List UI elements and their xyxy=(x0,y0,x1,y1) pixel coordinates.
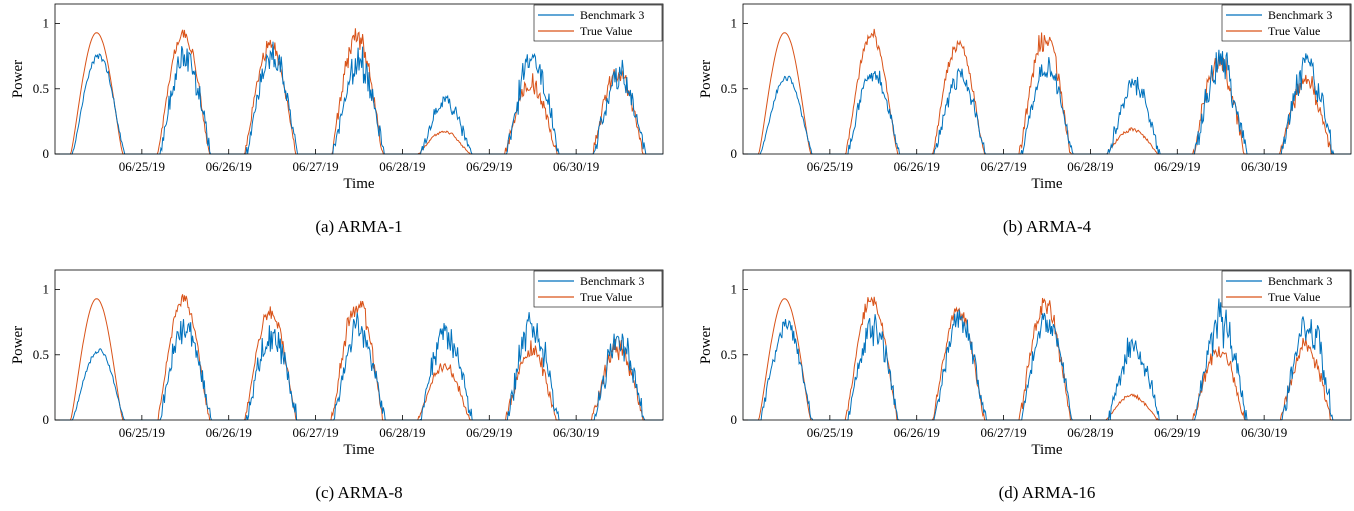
plot-frame xyxy=(742,269,1352,421)
legend-label-true-value: True Value xyxy=(1268,24,1320,38)
y-tick-label: 1 xyxy=(731,16,738,31)
legend: Benchmark 3 True Value xyxy=(533,4,663,42)
series-line-true-value xyxy=(55,294,663,421)
series-line-benchmark-3 xyxy=(55,41,663,155)
chart-panel-1: 0 0.5 1 06/25/19 06/26/19 06/27/19 06/28/19 06/… xyxy=(10,3,664,236)
y-tick-label: 1 xyxy=(43,282,50,297)
y-tick-label: 1 xyxy=(731,282,738,297)
series-line-benchmark-3 xyxy=(743,298,1351,421)
y-tick-label: 1 xyxy=(43,16,50,31)
y-axis-label: Power xyxy=(10,326,26,364)
y-tick-label: 0.5 xyxy=(721,347,737,362)
legend-label-true-value: True Value xyxy=(1268,290,1320,304)
panel-caption: (a) ARMA-1 xyxy=(315,217,402,236)
x-axis-label: Time xyxy=(1031,442,1062,458)
legend-label-true-value: True Value xyxy=(580,24,632,38)
x-tick-label: 06/27/19 xyxy=(980,159,1026,174)
legend-label-benchmark-3: Benchmark 3 xyxy=(580,8,644,22)
y-tick-label: 0.5 xyxy=(33,81,49,96)
x-tick-label: 06/27/19 xyxy=(292,159,338,174)
plot-frame xyxy=(54,269,664,421)
x-tick-label: 06/25/19 xyxy=(807,425,853,440)
legend: Benchmark 3 True Value xyxy=(1221,4,1351,42)
x-tick-label: 06/25/19 xyxy=(807,159,853,174)
plot-frame xyxy=(742,3,1352,155)
legend-label-benchmark-3: Benchmark 3 xyxy=(1268,274,1332,288)
x-tick-label: 06/26/19 xyxy=(894,425,940,440)
plot-frame xyxy=(54,3,664,155)
y-tick-label: 0.5 xyxy=(33,347,49,362)
series-line-true-value xyxy=(743,296,1351,421)
series-line-true-value xyxy=(55,28,663,155)
y-tick-label: 0 xyxy=(43,146,50,161)
series-line-true-value xyxy=(743,28,1351,155)
x-tick-label: 06/28/19 xyxy=(379,159,425,174)
x-tick-label: 06/29/19 xyxy=(466,159,512,174)
x-tick-label: 06/28/19 xyxy=(1067,425,1113,440)
series-line-benchmark-3 xyxy=(743,49,1351,155)
x-tick-label: 06/25/19 xyxy=(119,425,165,440)
chart-panel-3: 0 0.5 1 06/25/19 06/26/19 06/27/19 06/28/19 06/… xyxy=(10,269,664,502)
x-axis-label: Time xyxy=(1031,176,1062,192)
legend-box xyxy=(1221,270,1351,308)
x-tick-label: 06/26/19 xyxy=(206,425,252,440)
x-tick-label: 06/30/19 xyxy=(1241,425,1287,440)
legend-label-benchmark-3: Benchmark 3 xyxy=(1268,8,1332,22)
x-tick-label: 06/27/19 xyxy=(980,425,1026,440)
chart-panel-4: 0 0.5 1 06/25/19 06/26/19 06/27/19 06/28/19 06/… xyxy=(698,269,1352,502)
x-tick-label: 06/30/19 xyxy=(553,159,599,174)
y-tick-label: 0 xyxy=(43,412,50,427)
legend-box xyxy=(533,270,663,308)
panel-caption: (b) ARMA-4 xyxy=(1003,217,1092,236)
y-axis-label: Power xyxy=(698,326,714,364)
x-tick-label: 06/28/19 xyxy=(379,425,425,440)
panel-caption: (d) ARMA-16 xyxy=(999,483,1096,502)
legend-box xyxy=(1221,4,1351,42)
chart-panel-2: 0 0.5 1 06/25/19 06/26/19 06/27/19 06/28/19 06/… xyxy=(698,3,1352,236)
series-line-benchmark-3 xyxy=(55,312,663,421)
x-axis-label: Time xyxy=(343,176,374,192)
x-tick-label: 06/28/19 xyxy=(1067,159,1113,174)
x-tick-label: 06/27/19 xyxy=(292,425,338,440)
y-tick-label: 0 xyxy=(731,146,738,161)
x-tick-label: 06/29/19 xyxy=(1154,425,1200,440)
x-tick-label: 06/29/19 xyxy=(1154,159,1200,174)
x-axis-label: Time xyxy=(343,442,374,458)
y-tick-label: 0.5 xyxy=(721,81,737,96)
x-tick-label: 06/26/19 xyxy=(206,159,252,174)
panel-caption: (c) ARMA-8 xyxy=(315,483,402,502)
y-tick-label: 0 xyxy=(731,412,738,427)
y-axis-label: Power xyxy=(698,60,714,98)
x-tick-label: 06/29/19 xyxy=(466,425,512,440)
legend: Benchmark 3 True Value xyxy=(1221,270,1351,308)
x-tick-label: 06/26/19 xyxy=(894,159,940,174)
y-axis-label: Power xyxy=(10,60,26,98)
legend-label-true-value: True Value xyxy=(580,290,632,304)
legend-box xyxy=(533,4,663,42)
x-tick-label: 06/25/19 xyxy=(119,159,165,174)
x-tick-label: 06/30/19 xyxy=(1241,159,1287,174)
x-tick-label: 06/30/19 xyxy=(553,425,599,440)
legend: Benchmark 3 True Value xyxy=(533,270,663,308)
legend-label-benchmark-3: Benchmark 3 xyxy=(580,274,644,288)
